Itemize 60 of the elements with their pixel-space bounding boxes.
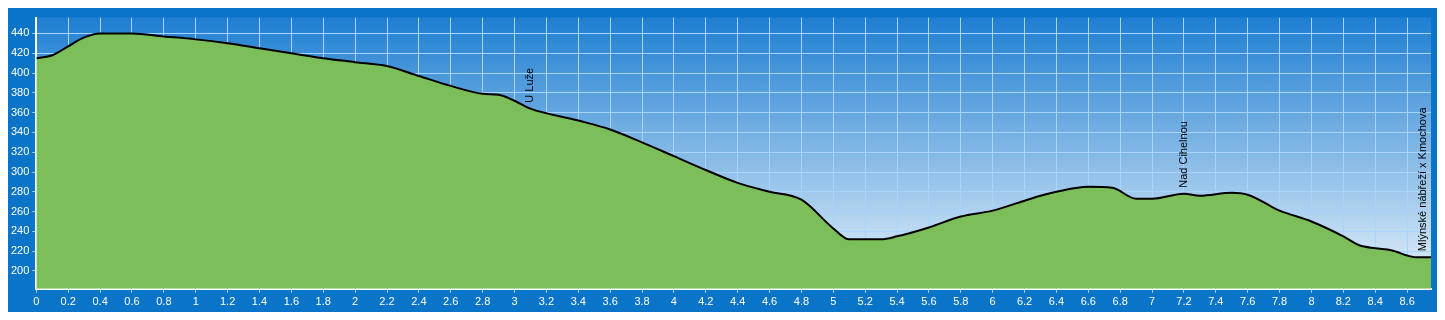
y-tick-label: 400	[10, 66, 30, 79]
x-tick-label: 4.8	[793, 295, 810, 308]
y-tick-label: 340	[10, 125, 30, 138]
annotation: Mlýnské nábřeží x Kmochova	[1416, 106, 1429, 252]
x-tick-label: 7.4	[1208, 295, 1224, 308]
x-tick-label: 5.6	[921, 295, 937, 308]
x-tick-label: 8.4	[1367, 295, 1383, 308]
y-tick-label: 200	[10, 264, 30, 277]
x-tick-label: 6.6	[1080, 295, 1096, 308]
x-tick-label: 3.6	[602, 295, 618, 308]
x-tick-label: 6.4	[1048, 295, 1065, 308]
x-tick-label: 6.2	[1016, 295, 1033, 308]
x-tick-label: 5.4	[889, 295, 905, 308]
x-tick-label: 1.4	[251, 295, 268, 308]
x-tick-label: 0.6	[124, 295, 140, 308]
x-tick-label: 5.2	[857, 295, 873, 308]
x-tick-label: 1.6	[283, 295, 300, 308]
y-tick-label: 300	[10, 165, 30, 178]
x-tick-label: 0	[33, 295, 40, 308]
x-tick-label: 4.2	[698, 295, 714, 308]
x-tick-label: 2.6	[443, 295, 459, 308]
x-tick-label: 2.4	[411, 295, 427, 308]
x-tick-label: 2.2	[379, 295, 395, 308]
x-tick-label: 0.4	[92, 295, 108, 308]
x-tick-label: 3	[511, 295, 518, 308]
x-tick-label: 0.2	[60, 295, 76, 308]
x-tick-label: 3.4	[570, 295, 586, 308]
y-tick-label: 280	[10, 184, 30, 197]
y-tick-label: 380	[10, 85, 30, 98]
x-tick-label: 8.6	[1399, 295, 1415, 308]
x-tick-label: 4.6	[761, 295, 778, 308]
x-tick-label: 0.8	[156, 295, 172, 308]
x-tick-label: 5	[830, 295, 837, 308]
y-tick-label: 260	[10, 204, 30, 217]
x-tick-label: 2	[352, 295, 359, 308]
x-tick-label: 6.8	[1112, 295, 1128, 308]
x-tick-label: 1	[192, 295, 199, 308]
y-tick-label: 220	[10, 244, 30, 257]
y-tick-label: 360	[10, 105, 30, 118]
y-tick-label: 240	[10, 224, 30, 237]
x-tick-label: 8.2	[1335, 295, 1351, 308]
y-tick-label: 440	[10, 26, 30, 39]
x-tick-label: 7.8	[1271, 295, 1288, 308]
annotation: Nad Cihelnou	[1176, 121, 1189, 188]
x-tick-label: 7	[1149, 295, 1156, 308]
x-tick-label: 3.2	[538, 295, 555, 308]
x-tick-label: 4.4	[730, 295, 746, 308]
x-tick-label: 2.8	[474, 295, 491, 308]
y-tick-label: 320	[10, 145, 30, 158]
x-tick-label: 7.6	[1240, 295, 1256, 308]
annotation: U Luže	[523, 67, 536, 103]
x-tick-label: 1.2	[219, 295, 236, 308]
x-tick-label: 1.8	[315, 295, 331, 308]
x-tick-label: 6	[989, 295, 996, 308]
x-tick-label: 4	[670, 295, 677, 308]
y-tick-label: 420	[10, 46, 30, 59]
x-tick-label: 5.8	[953, 295, 969, 308]
x-tick-label: 7.2	[1176, 295, 1192, 308]
x-tick-label: 3.8	[634, 295, 650, 308]
x-tick-label: 8	[1308, 295, 1315, 308]
